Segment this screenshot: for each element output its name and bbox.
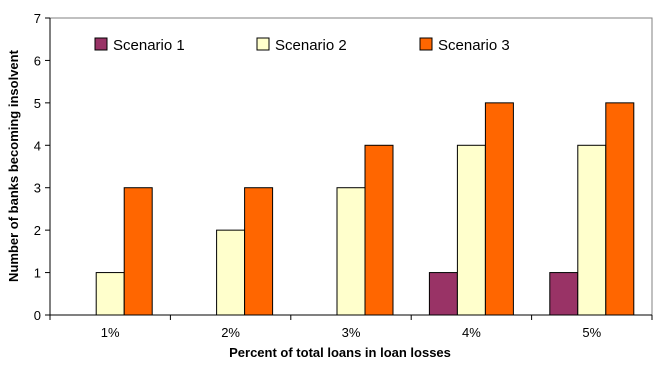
bar: [605, 102, 635, 316]
bar: [95, 272, 125, 316]
y-tick-label: 5: [34, 96, 41, 111]
legend-swatch: [419, 37, 433, 51]
legend-label: Scenario 3: [438, 37, 510, 54]
bar: [428, 272, 458, 316]
legend-swatch: [256, 37, 270, 51]
x-tick-label: 5%: [582, 325, 601, 340]
bar: [123, 187, 153, 316]
y-tick-label: 4: [34, 138, 41, 153]
bar: [216, 229, 246, 316]
legend-label: Scenario 2: [275, 37, 347, 54]
bar: [336, 187, 366, 316]
y-tick-label: 6: [34, 53, 41, 68]
bar: [549, 272, 579, 316]
x-tick-label: 1%: [101, 325, 120, 340]
x-axis-label: Percent of total loans in loan losses: [229, 345, 451, 360]
legend-label: Scenario 1: [113, 37, 185, 54]
y-tick-label: 3: [34, 181, 41, 196]
legend-swatch: [94, 37, 108, 51]
x-tick-label: 2%: [221, 325, 240, 340]
x-tick-label: 3%: [342, 325, 361, 340]
bar: [364, 144, 394, 316]
bar: [244, 187, 274, 316]
y-tick-label: 0: [34, 308, 41, 323]
y-tick-label: 7: [34, 11, 41, 26]
y-tick-label: 2: [34, 223, 41, 238]
bar: [577, 144, 607, 316]
bar: [484, 102, 514, 316]
x-tick-label: 4%: [462, 325, 481, 340]
y-axis-label: Number of banks becoming insolvent: [6, 49, 21, 282]
y-tick-label: 1: [34, 266, 41, 281]
bar: [456, 144, 486, 316]
